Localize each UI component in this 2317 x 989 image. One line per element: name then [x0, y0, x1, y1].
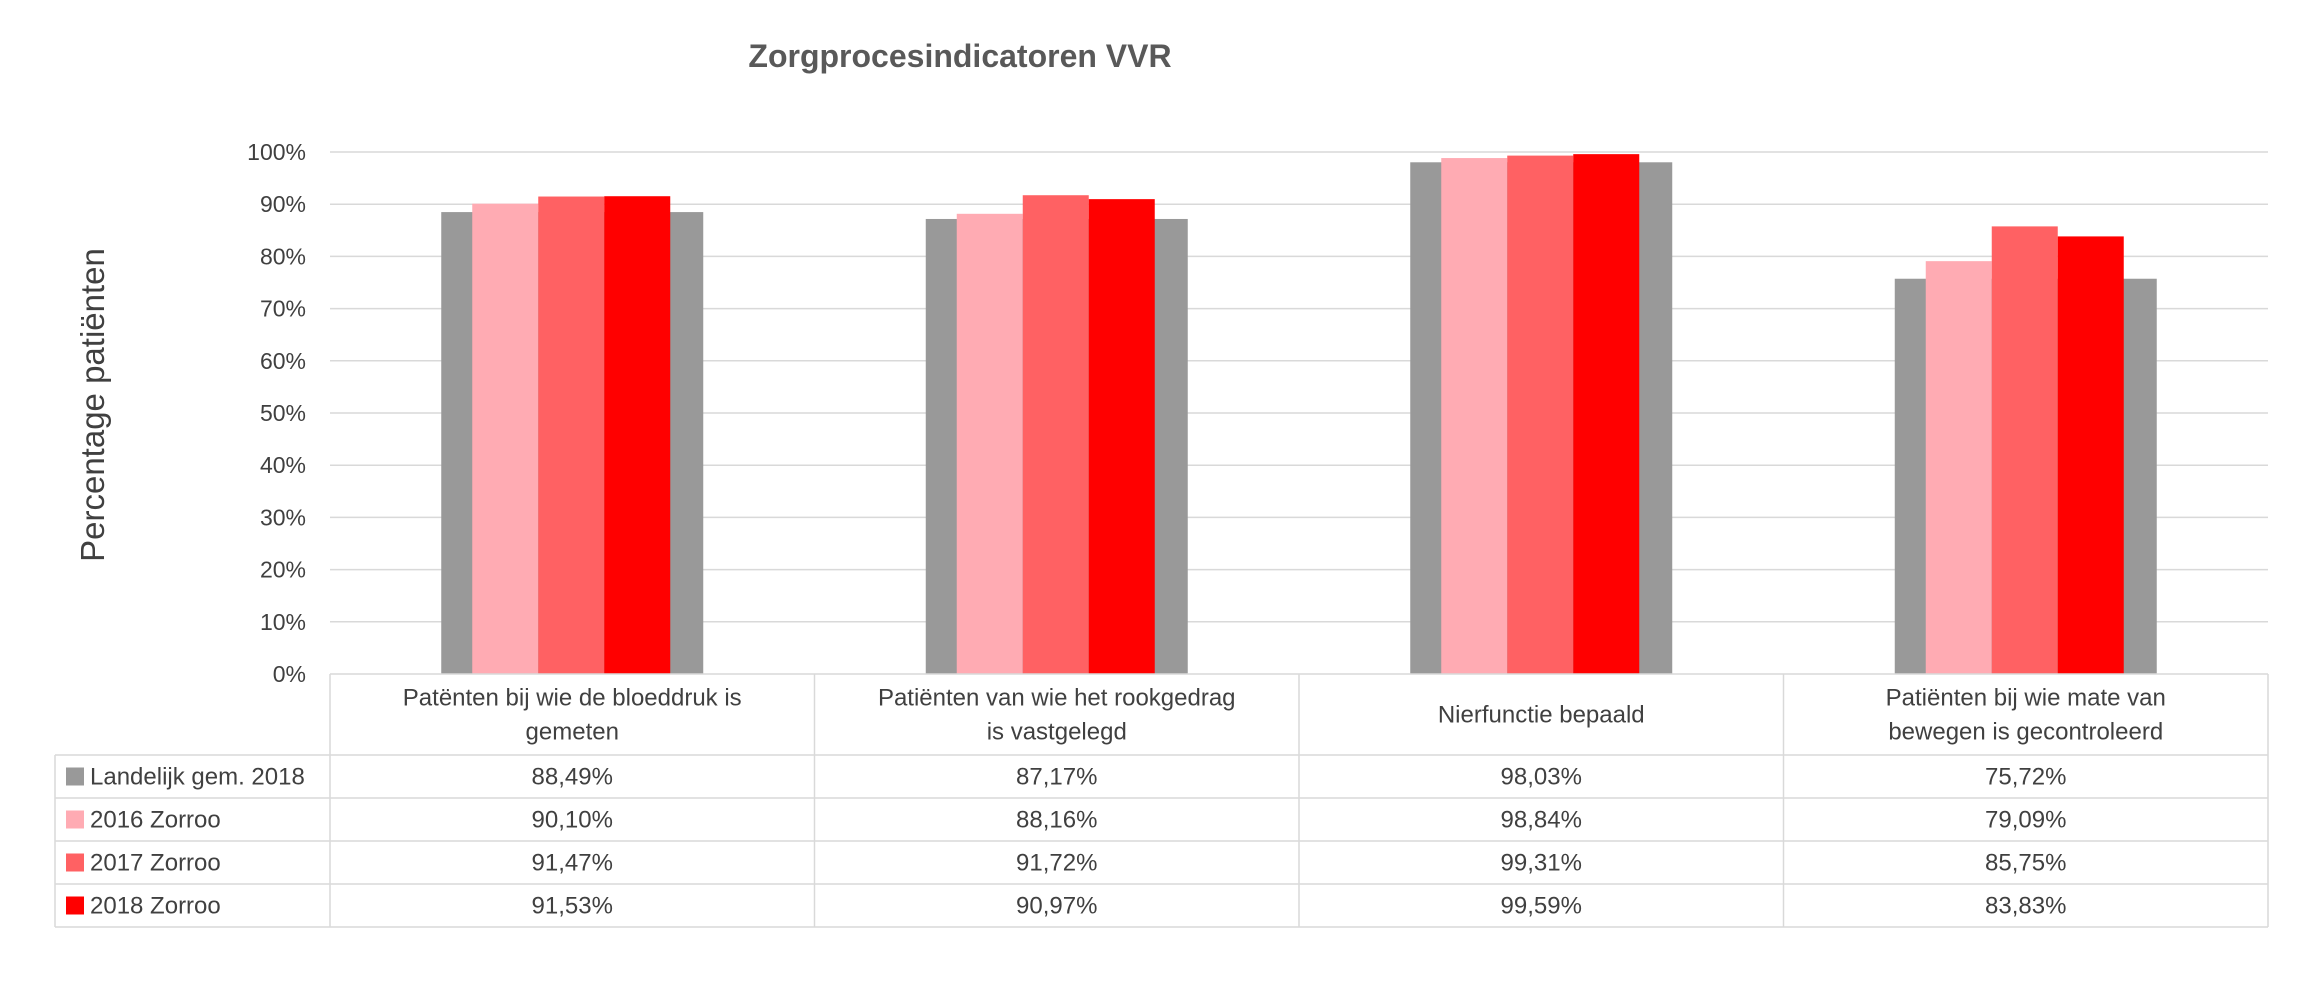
- bar: [1507, 155, 1574, 674]
- y-tick-label: 80%: [260, 243, 306, 269]
- bar: [956, 213, 1023, 674]
- data-label: 87,17%: [1016, 764, 1097, 791]
- data-label: 85,75%: [1985, 850, 2066, 877]
- data-label: 91,72%: [1016, 850, 1097, 877]
- y-tick-label: 60%: [260, 348, 306, 374]
- category-label: gemeten: [526, 719, 619, 746]
- y-tick-label: 50%: [260, 400, 306, 426]
- data-label: 98,03%: [1501, 764, 1582, 791]
- y-tick-label: 100%: [247, 139, 306, 165]
- legend-key: [66, 853, 84, 872]
- bar: [604, 196, 671, 675]
- legend-key: [66, 810, 84, 829]
- bar: [1088, 199, 1155, 674]
- bar: [1925, 261, 1992, 674]
- data-label: 75,72%: [1985, 764, 2066, 791]
- data-label: 91,53%: [532, 893, 613, 920]
- y-tick-label: 0%: [273, 661, 306, 687]
- legend-label: 2018 Zorroo: [90, 893, 221, 920]
- data-label: 90,10%: [532, 807, 613, 834]
- data-table: Patënten bij wie de bloeddruk is gemeten P…: [54, 673, 2269, 928]
- bar: [1441, 158, 1508, 675]
- legend-key: [66, 896, 84, 915]
- data-label: 99,59%: [1501, 893, 1582, 920]
- data-label: 91,47%: [532, 850, 613, 877]
- category-label: Patiënten bij wie mate van: [1886, 685, 2166, 712]
- category-label: Patiënten van wie het rookgedrag: [878, 685, 1236, 712]
- bar: [1573, 154, 1640, 674]
- y-axis: 0% 10% 20% 30% 40% 50% 60% 70% 80% 90% 100%: [247, 139, 306, 687]
- data-label: 90,97%: [1016, 893, 1097, 920]
- data-label: 88,16%: [1016, 807, 1097, 834]
- data-label: 98,84%: [1501, 807, 1582, 834]
- bar: [2057, 236, 2124, 674]
- bar: [472, 203, 539, 675]
- data-label: 79,09%: [1985, 807, 2066, 834]
- category-label: Nierfunctie bepaald: [1438, 702, 1645, 729]
- y-tick-label: 20%: [260, 557, 306, 583]
- legend-label: 2017 Zorroo: [90, 850, 221, 877]
- category-label: bewegen is gecontroleerd: [1888, 719, 2163, 746]
- y-tick-label: 90%: [260, 191, 306, 217]
- y-tick-label: 40%: [260, 452, 306, 478]
- data-label: 83,83%: [1985, 893, 2066, 920]
- category-label: is vastgelegd: [987, 719, 1127, 746]
- data-label: 88,49%: [532, 764, 613, 791]
- legend-label: Landelijk gem. 2018: [90, 764, 305, 791]
- category-label: Patënten bij wie de bloeddruk is: [403, 685, 742, 712]
- y-tick-label: 10%: [260, 609, 306, 635]
- chart-title: Zorgprocesindicatoren VVR: [748, 38, 1172, 74]
- bars: [441, 154, 2157, 675]
- data-label: 99,31%: [1501, 850, 1582, 877]
- bar: [538, 196, 605, 674]
- bar: [1022, 195, 1089, 674]
- legend-label: 2016 Zorroo: [90, 807, 221, 834]
- y-axis-label: Percentage patiënten: [74, 248, 111, 562]
- y-tick-label: 30%: [260, 504, 306, 530]
- bar: [1991, 226, 2058, 674]
- legend-key: [66, 767, 84, 786]
- y-tick-label: 70%: [260, 296, 306, 322]
